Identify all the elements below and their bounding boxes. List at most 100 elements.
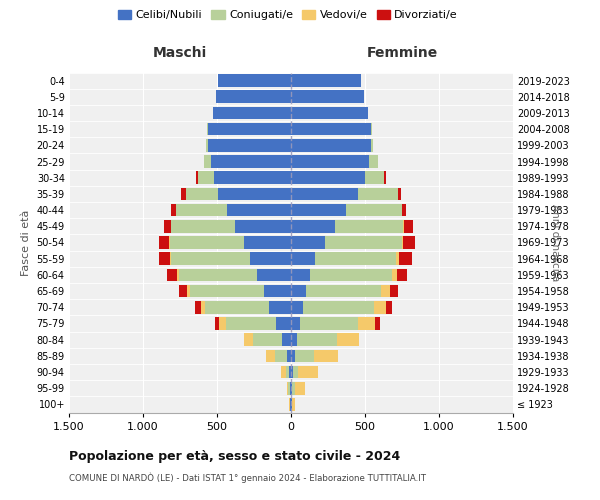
Bar	[190, 285, 265, 298]
Bar	[295, 382, 305, 394]
Bar	[386, 301, 392, 314]
Bar	[281, 366, 286, 378]
Bar	[306, 285, 381, 298]
Bar	[215, 317, 219, 330]
Bar	[370, 155, 379, 168]
Bar	[397, 268, 407, 281]
Bar	[196, 172, 198, 184]
Bar	[218, 188, 291, 200]
Bar	[206, 139, 208, 151]
Bar	[171, 204, 176, 216]
Bar	[358, 317, 376, 330]
Bar	[376, 317, 380, 330]
Bar	[390, 285, 398, 298]
Bar	[291, 172, 365, 184]
Bar	[291, 350, 295, 362]
Bar	[314, 252, 396, 265]
Bar	[179, 285, 187, 298]
Bar	[403, 236, 415, 249]
Bar	[275, 350, 287, 362]
Bar	[293, 366, 298, 378]
Bar	[208, 139, 291, 151]
Bar	[290, 382, 291, 394]
Bar	[365, 172, 384, 184]
Bar	[291, 123, 371, 136]
Bar	[291, 188, 358, 200]
Text: Popolazione per età, sesso e stato civile - 2024: Popolazione per età, sesso e stato civil…	[69, 450, 400, 463]
Bar	[226, 317, 276, 330]
Bar	[170, 236, 244, 249]
Bar	[187, 285, 190, 298]
Bar	[291, 366, 293, 378]
Bar	[253, 334, 282, 346]
Bar	[297, 334, 337, 346]
Bar	[291, 155, 370, 168]
Bar	[291, 236, 325, 249]
Bar	[198, 172, 214, 184]
Bar	[384, 172, 386, 184]
Bar	[227, 204, 291, 216]
Bar	[292, 398, 295, 410]
Bar	[291, 301, 303, 314]
Bar	[205, 301, 269, 314]
Bar	[203, 155, 211, 168]
Bar	[291, 252, 314, 265]
Bar	[290, 398, 291, 410]
Bar	[402, 236, 403, 249]
Bar	[337, 334, 359, 346]
Bar	[399, 252, 412, 265]
Bar	[303, 301, 374, 314]
Bar	[291, 398, 292, 410]
Bar	[291, 106, 368, 120]
Bar	[177, 268, 179, 281]
Text: Maschi: Maschi	[153, 46, 207, 60]
Bar	[374, 301, 386, 314]
Bar	[291, 382, 292, 394]
Bar	[310, 268, 392, 281]
Bar	[291, 139, 371, 151]
Bar	[300, 317, 358, 330]
Bar	[398, 188, 401, 200]
Bar	[186, 188, 218, 200]
Bar	[181, 188, 186, 200]
Bar	[291, 220, 335, 232]
Bar	[250, 252, 291, 265]
Bar	[257, 268, 291, 281]
Bar	[325, 236, 402, 249]
Bar	[171, 220, 235, 232]
Bar	[291, 204, 346, 216]
Bar	[288, 382, 290, 394]
Bar	[392, 268, 397, 281]
Bar	[208, 123, 291, 136]
Bar	[404, 220, 413, 232]
Text: Femmine: Femmine	[367, 46, 437, 60]
Bar	[295, 350, 314, 362]
Bar	[244, 236, 291, 249]
Bar	[219, 317, 226, 330]
Bar	[212, 106, 291, 120]
Text: COMUNE DI NARDÒ (LE) - Dati ISTAT 1° gennaio 2024 - Elaborazione TUTTITALIA.IT: COMUNE DI NARDÒ (LE) - Dati ISTAT 1° gen…	[69, 472, 426, 483]
Bar	[282, 334, 291, 346]
Bar	[176, 204, 227, 216]
Bar	[201, 301, 205, 314]
Bar	[298, 366, 317, 378]
Bar	[289, 366, 291, 378]
Bar	[402, 204, 406, 216]
Bar	[167, 268, 177, 281]
Bar	[276, 317, 291, 330]
Bar	[235, 220, 291, 232]
Legend: Celibi/Nubili, Coniugati/e, Vedovi/e, Divorziati/e: Celibi/Nubili, Coniugati/e, Vedovi/e, Di…	[113, 6, 463, 25]
Bar	[358, 188, 398, 200]
Bar	[211, 155, 291, 168]
Bar	[335, 220, 403, 232]
Bar	[171, 252, 250, 265]
Bar	[215, 90, 291, 103]
Bar	[287, 350, 291, 362]
Bar	[346, 204, 402, 216]
Bar	[265, 285, 291, 298]
Bar	[158, 236, 169, 249]
Y-axis label: Fasce di età: Fasce di età	[21, 210, 31, 276]
Text: Anni di nascita: Anni di nascita	[550, 204, 560, 281]
Bar	[214, 172, 291, 184]
Bar	[291, 317, 300, 330]
